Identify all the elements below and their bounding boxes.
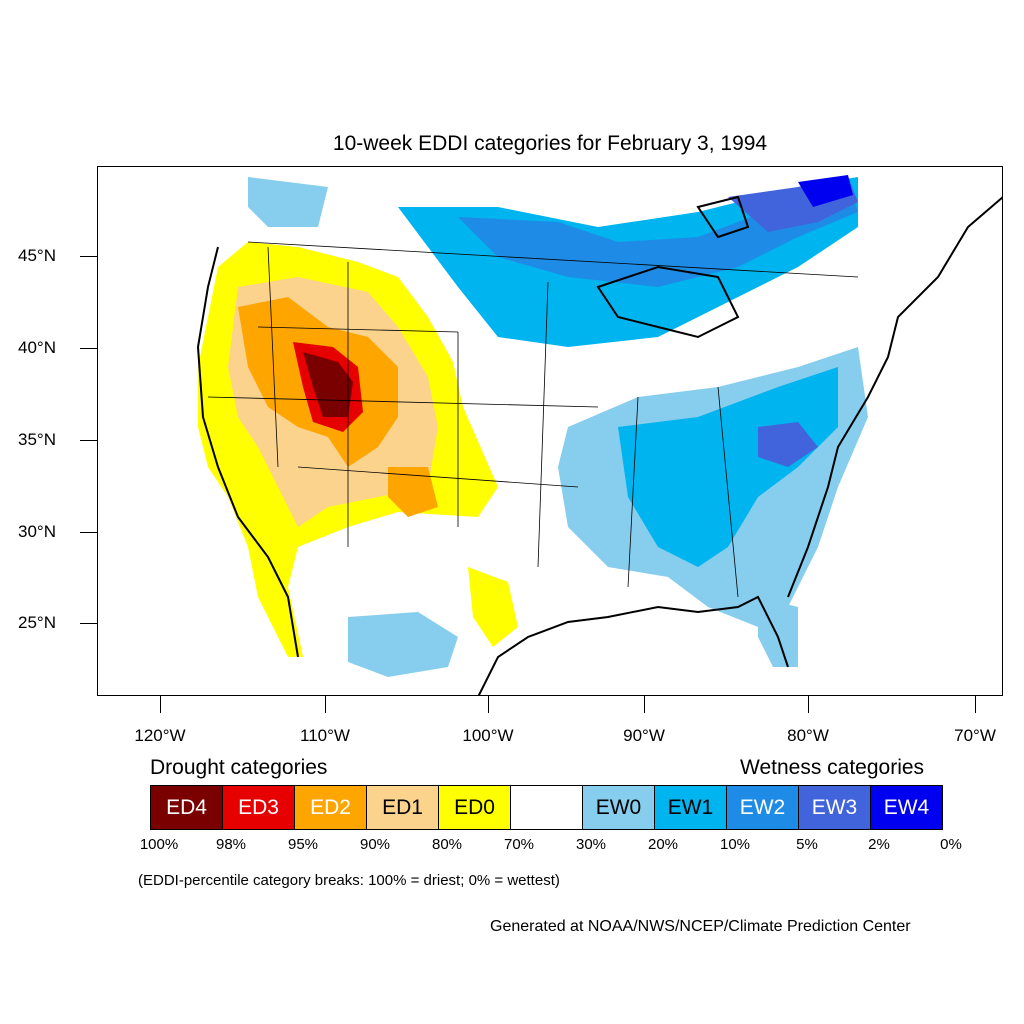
lat-tick <box>80 440 97 441</box>
lon-label-90w: 90°W <box>623 726 665 745</box>
lat-label-45n: 45°N <box>18 246 56 265</box>
lon-label-70w: 70°W <box>954 726 996 745</box>
legend-swatch-ew2: EW2 <box>726 785 799 830</box>
lat-tick <box>80 256 97 257</box>
drought-categories-heading: Drought categories <box>150 756 328 779</box>
legend-break-label: 95% <box>287 836 319 853</box>
legend-break-label: 90% <box>359 836 391 853</box>
legend-swatch-ed0: ED0 <box>438 785 511 830</box>
lon-tick <box>975 696 976 713</box>
legend-break-label: 80% <box>431 836 463 853</box>
legend-break-label: 100% <box>139 836 179 853</box>
lat-label-40n: 40°N <box>18 338 56 357</box>
legend-swatch-ew1: EW1 <box>654 785 727 830</box>
lon-tick <box>488 696 489 713</box>
lon-label-80w: 80°W <box>787 726 829 745</box>
legend-break-label: 5% <box>796 836 818 853</box>
lon-label-120w: 120°W <box>134 726 186 745</box>
lon-tick <box>160 696 161 713</box>
map-title: 10-week EDDI categories for February 3, … <box>332 132 768 155</box>
lat-label-25n: 25°N <box>18 613 56 632</box>
eddi-map <box>196 175 1002 695</box>
legend-break-label: 30% <box>575 836 607 853</box>
ed2-region-south <box>388 467 438 517</box>
legend-break-label: 70% <box>503 836 535 853</box>
coastline-gulf <box>477 595 789 695</box>
legend-break-label: 98% <box>215 836 247 853</box>
wetness-categories-heading: Wetness categories <box>740 756 925 779</box>
lat-tick <box>80 348 97 349</box>
lon-tick <box>808 696 809 713</box>
ew2-region-north <box>458 182 858 287</box>
lon-label-110w: 110°W <box>300 726 350 745</box>
legend-swatch-ed3: ED3 <box>222 785 295 830</box>
ew4-region-north <box>798 175 853 207</box>
map-frame <box>97 166 1003 696</box>
credit-line: Generated at NOAA/NWS/NCEP/Climate Predi… <box>490 918 911 935</box>
ed0-region-gulf <box>468 567 518 647</box>
legend-break-label: 20% <box>647 836 679 853</box>
lon-label-100w: 100°W <box>462 726 514 745</box>
legend-swatch-ew4: EW4 <box>870 785 943 830</box>
lat-label-35n: 35°N <box>18 430 56 449</box>
lat-tick <box>80 532 97 533</box>
legend-swatch-ed1: ED1 <box>366 785 439 830</box>
legend-break-label: 10% <box>719 836 751 853</box>
state-boundaries <box>207 241 859 598</box>
lat-label-30n: 30°N <box>18 522 56 541</box>
lon-tick <box>644 696 645 713</box>
legend-swatch-ed2: ED2 <box>294 785 367 830</box>
ew0-region-mexico <box>348 612 458 677</box>
lon-tick <box>325 696 326 713</box>
ew0-region-florida <box>758 597 798 667</box>
category-legend-bar: ED4 ED3 ED2 ED1 ED0 EW0 EW1 EW2 EW3 EW4 <box>150 785 943 830</box>
ew3-region-virginia <box>758 422 818 467</box>
great-lakes-outline <box>596 195 750 339</box>
legend-swatch-normal <box>510 785 583 830</box>
lat-tick <box>80 623 97 624</box>
ew1-region-east <box>618 367 838 567</box>
legend-swatch-ew3: EW3 <box>798 785 871 830</box>
ew0-region-northwest <box>248 177 328 227</box>
coastline-atlantic <box>787 196 1002 598</box>
category-break-note: (EDDI-percentile category breaks: 100% =… <box>138 872 560 889</box>
legend-swatch-ew0: EW0 <box>582 785 655 830</box>
legend-break-label: 2% <box>868 836 890 853</box>
legend-break-label: 0% <box>940 836 962 853</box>
legend-swatch-ed4: ED4 <box>150 785 223 830</box>
coastline-pacific <box>196 246 299 658</box>
